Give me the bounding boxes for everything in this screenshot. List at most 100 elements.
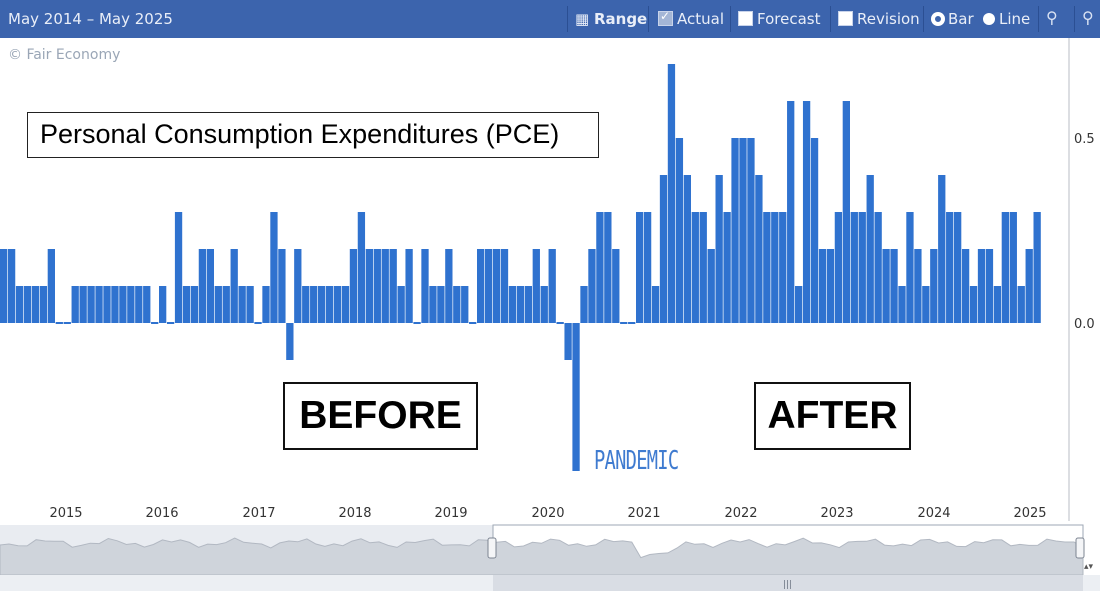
checkbox-checked-icon — [658, 9, 673, 26]
bar — [365, 249, 373, 323]
line-radio[interactable]: Line — [983, 10, 1030, 28]
bar — [977, 249, 986, 323]
bar — [739, 138, 747, 323]
bar — [556, 322, 564, 324]
bar — [675, 138, 684, 323]
y-tick-label: 0.5 — [1074, 132, 1095, 147]
bar — [325, 286, 334, 323]
bar — [333, 286, 342, 323]
bar — [779, 212, 787, 323]
bar-radio[interactable]: Bar — [932, 10, 974, 28]
scroll-arrows-icon[interactable]: ▴▾ — [1084, 562, 1094, 572]
toolbar-divider — [567, 6, 568, 32]
x-tick-label: 2022 — [724, 506, 757, 521]
bar — [636, 212, 644, 323]
bar — [39, 286, 48, 323]
toolbar-divider — [830, 6, 831, 32]
bar — [707, 249, 715, 323]
bar — [763, 212, 771, 323]
bar — [898, 286, 906, 323]
bar — [731, 138, 739, 323]
toolbar-divider — [730, 6, 731, 32]
bar — [413, 322, 421, 324]
navigator-right-handle[interactable] — [1075, 537, 1085, 559]
checkbox-icon — [838, 11, 853, 26]
bar — [31, 286, 40, 323]
bar — [969, 286, 978, 323]
bar — [492, 249, 501, 323]
bar — [922, 286, 930, 323]
toolbar-divider — [1038, 6, 1039, 32]
bar — [341, 286, 350, 323]
bar — [755, 175, 763, 323]
x-tick-label: 2018 — [338, 506, 371, 521]
navigator-left-handle[interactable] — [487, 537, 497, 559]
pandemic-annotation: PANDEMIC — [594, 446, 679, 476]
bar — [222, 286, 230, 323]
bar — [389, 249, 397, 323]
bar — [826, 249, 835, 323]
bar — [993, 286, 1002, 323]
range-navigator[interactable]: ||| ▴▾ — [0, 521, 1100, 591]
bar — [612, 249, 620, 323]
bar — [159, 286, 167, 323]
bar — [810, 138, 819, 323]
bar — [954, 212, 962, 323]
bar — [23, 286, 32, 323]
navigator-series — [0, 537, 1084, 576]
bar — [715, 175, 723, 323]
bar — [596, 212, 604, 323]
bar — [437, 286, 445, 323]
bar — [1033, 212, 1041, 323]
bar — [87, 286, 95, 323]
bar — [55, 322, 63, 324]
revision-checkbox[interactable]: Revision — [838, 10, 920, 28]
radio-icon — [983, 13, 995, 25]
bar — [659, 175, 668, 323]
zoom-in-icon[interactable]: ⚲ — [1046, 8, 1058, 27]
bar — [7, 249, 16, 323]
bar — [381, 249, 389, 323]
actual-checkbox[interactable]: Actual — [658, 9, 724, 28]
zoom-out-icon[interactable]: ⚲ — [1082, 8, 1094, 27]
bar-series — [0, 64, 1041, 471]
bar — [318, 286, 326, 323]
bar — [135, 286, 143, 323]
bar — [103, 286, 111, 323]
bar — [882, 249, 890, 323]
before-annotation: BEFORE — [283, 382, 478, 450]
x-tick-label: 2019 — [434, 506, 467, 521]
bar — [930, 249, 938, 323]
calendar-icon: ▦ — [575, 10, 590, 28]
bar — [310, 286, 318, 323]
range-button[interactable]: ▦ Range — [575, 10, 648, 28]
x-tick-label: 2020 — [531, 506, 564, 521]
scrollbar-grip-icon: ||| — [783, 580, 792, 590]
bar — [405, 249, 413, 323]
bar — [357, 212, 366, 323]
bar — [119, 286, 127, 323]
bar — [866, 175, 874, 323]
bar — [1009, 212, 1017, 323]
toolbar-divider — [1074, 6, 1075, 32]
bar — [397, 286, 405, 323]
bar — [278, 249, 286, 323]
navigator-scrollbar-thumb[interactable] — [493, 575, 1083, 591]
bar — [421, 249, 429, 323]
bar — [747, 138, 755, 323]
bar — [469, 322, 477, 324]
bar — [946, 212, 954, 323]
bar — [127, 286, 135, 323]
bar — [500, 249, 509, 323]
bar — [651, 286, 660, 323]
after-annotation: AFTER — [754, 382, 911, 450]
bar — [564, 323, 572, 360]
bar — [111, 286, 119, 323]
forecast-checkbox[interactable]: Forecast — [738, 10, 820, 28]
bar — [63, 322, 71, 324]
bar — [643, 212, 652, 323]
bar — [834, 212, 843, 323]
bar — [143, 286, 151, 323]
bar — [206, 249, 214, 323]
y-tick-label: 0.0 — [1074, 317, 1095, 332]
